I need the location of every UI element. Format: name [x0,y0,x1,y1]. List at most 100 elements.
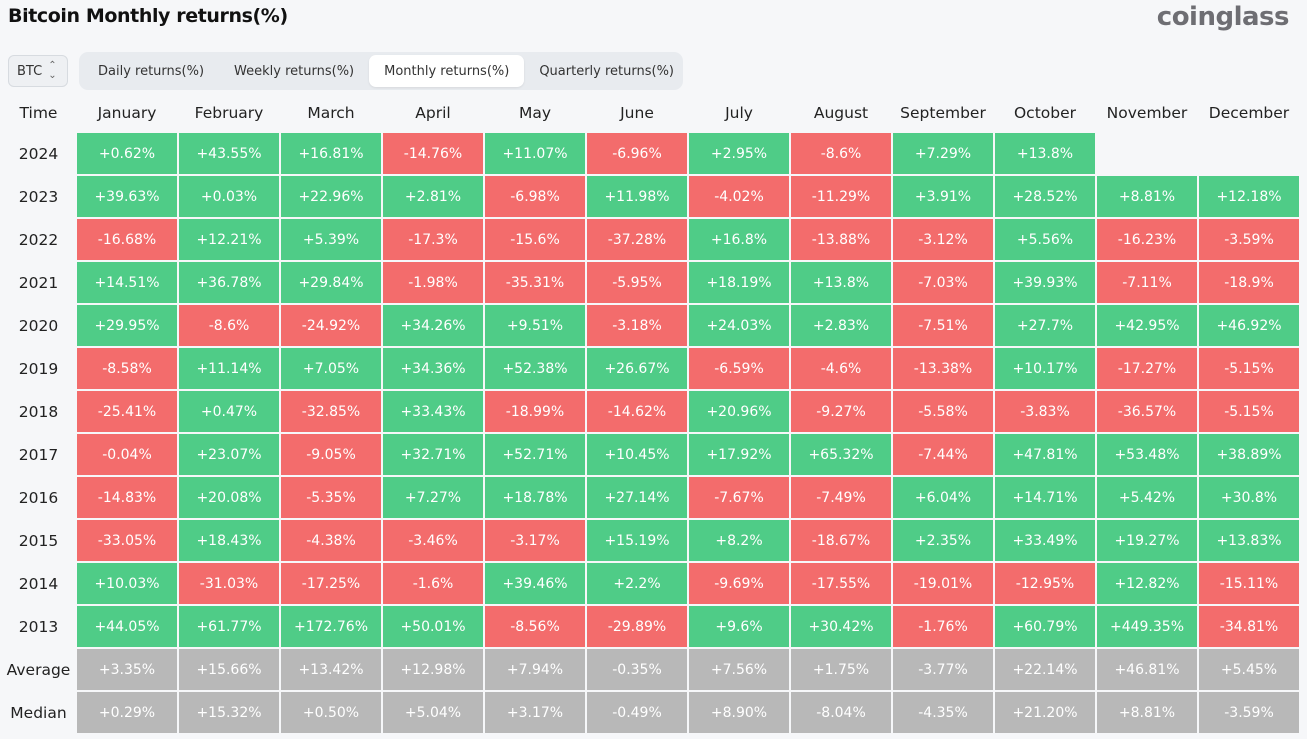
return-cell[interactable]: +13.8% [995,133,1095,174]
return-cell[interactable]: +46.92% [1199,305,1299,346]
return-cell[interactable]: +42.95% [1097,305,1197,346]
return-cell[interactable]: +7.56% [689,649,789,690]
return-cell[interactable]: +9.51% [485,305,585,346]
return-cell[interactable]: +15.66% [179,649,279,690]
return-cell[interactable]: +2.83% [791,305,891,346]
return-cell[interactable]: +65.32% [791,434,891,475]
return-cell[interactable]: +13.83% [1199,520,1299,561]
return-cell[interactable]: -17.27% [1097,348,1197,389]
return-cell[interactable]: +44.05% [77,606,177,647]
return-cell[interactable]: -3.59% [1199,692,1299,733]
return-cell[interactable]: -0.35% [587,649,687,690]
return-cell[interactable]: +12.21% [179,219,279,260]
return-cell[interactable]: +21.20% [995,692,1095,733]
return-cell[interactable]: -5.15% [1199,391,1299,432]
return-cell[interactable]: +0.29% [77,692,177,733]
return-cell[interactable]: +5.56% [995,219,1095,260]
return-cell[interactable]: -8.58% [77,348,177,389]
return-cell[interactable]: -13.88% [791,219,891,260]
return-cell[interactable]: +14.71% [995,477,1095,518]
return-cell[interactable]: +30.8% [1199,477,1299,518]
return-cell[interactable]: -34.81% [1199,606,1299,647]
return-cell[interactable]: +15.19% [587,520,687,561]
return-cell[interactable]: +53.48% [1097,434,1197,475]
return-cell[interactable]: -5.58% [893,391,993,432]
return-cell[interactable]: -8.56% [485,606,585,647]
return-cell[interactable]: +61.77% [179,606,279,647]
return-cell[interactable]: +449.35% [1097,606,1197,647]
return-cell[interactable]: +52.38% [485,348,585,389]
return-cell[interactable]: +0.03% [179,176,279,217]
return-cell[interactable]: +60.79% [995,606,1095,647]
return-cell[interactable]: -5.15% [1199,348,1299,389]
return-cell[interactable]: -17.25% [281,563,381,604]
return-cell[interactable]: -35.31% [485,262,585,303]
return-cell[interactable]: -8.04% [791,692,891,733]
return-cell[interactable]: -5.95% [587,262,687,303]
return-cell[interactable]: +11.14% [179,348,279,389]
return-cell[interactable]: -9.27% [791,391,891,432]
return-cell[interactable]: +20.96% [689,391,789,432]
return-cell[interactable]: -0.04% [77,434,177,475]
return-cell[interactable]: -4.38% [281,520,381,561]
return-cell[interactable]: +7.05% [281,348,381,389]
return-cell[interactable]: -36.57% [1097,391,1197,432]
return-cell[interactable]: +30.42% [791,606,891,647]
return-cell[interactable]: -19.01% [893,563,993,604]
return-cell[interactable]: +38.89% [1199,434,1299,475]
return-cell[interactable]: +22.14% [995,649,1095,690]
return-cell[interactable]: -18.99% [485,391,585,432]
return-cell[interactable]: +172.76% [281,606,381,647]
return-cell[interactable]: +18.43% [179,520,279,561]
return-cell[interactable]: -7.51% [893,305,993,346]
return-cell[interactable]: +2.2% [587,563,687,604]
return-cell[interactable]: +17.92% [689,434,789,475]
return-cell[interactable]: +43.55% [179,133,279,174]
return-cell[interactable]: -25.41% [77,391,177,432]
return-cell[interactable]: +2.95% [689,133,789,174]
return-cell[interactable]: -7.03% [893,262,993,303]
return-cell[interactable]: -6.98% [485,176,585,217]
return-cell[interactable]: +50.01% [383,606,483,647]
return-cell[interactable]: -4.35% [893,692,993,733]
return-cell[interactable]: -37.28% [587,219,687,260]
return-cell[interactable]: +27.14% [587,477,687,518]
return-cell[interactable]: -14.83% [77,477,177,518]
return-cell[interactable]: -33.05% [77,520,177,561]
return-cell[interactable]: +12.18% [1199,176,1299,217]
return-cell[interactable]: +34.36% [383,348,483,389]
return-cell[interactable]: +12.82% [1097,563,1197,604]
tab-monthly[interactable]: Monthly returns(%) [369,55,525,87]
return-cell[interactable]: +5.45% [1199,649,1299,690]
return-cell[interactable]: +7.29% [893,133,993,174]
return-cell[interactable]: +33.49% [995,520,1095,561]
return-cell[interactable]: -12.95% [995,563,1095,604]
return-cell[interactable]: +13.42% [281,649,381,690]
return-cell[interactable]: +8.2% [689,520,789,561]
return-cell[interactable]: +32.71% [383,434,483,475]
return-cell[interactable]: +46.81% [1097,649,1197,690]
tab-quarterly[interactable]: Quarterly returns(%) [539,63,675,79]
return-cell[interactable]: -29.89% [587,606,687,647]
return-cell[interactable]: +13.8% [791,262,891,303]
return-cell[interactable]: +19.27% [1097,520,1197,561]
return-cell[interactable]: +5.04% [383,692,483,733]
return-cell[interactable]: +11.07% [485,133,585,174]
return-cell[interactable]: -15.6% [485,219,585,260]
return-cell[interactable]: -24.92% [281,305,381,346]
return-cell[interactable]: +28.52% [995,176,1095,217]
return-cell[interactable]: -18.9% [1199,262,1299,303]
return-cell[interactable]: +20.08% [179,477,279,518]
return-cell[interactable]: -31.03% [179,563,279,604]
return-cell[interactable]: -7.49% [791,477,891,518]
return-cell[interactable]: -3.59% [1199,219,1299,260]
return-cell[interactable]: -18.67% [791,520,891,561]
return-cell[interactable]: +29.84% [281,262,381,303]
return-cell[interactable]: -14.76% [383,133,483,174]
tab-daily[interactable]: Daily returns(%) [98,63,205,79]
return-cell[interactable]: -17.55% [791,563,891,604]
return-cell[interactable]: -3.12% [893,219,993,260]
return-cell[interactable]: +8.90% [689,692,789,733]
return-cell[interactable]: -8.6% [179,305,279,346]
return-cell[interactable]: -6.59% [689,348,789,389]
